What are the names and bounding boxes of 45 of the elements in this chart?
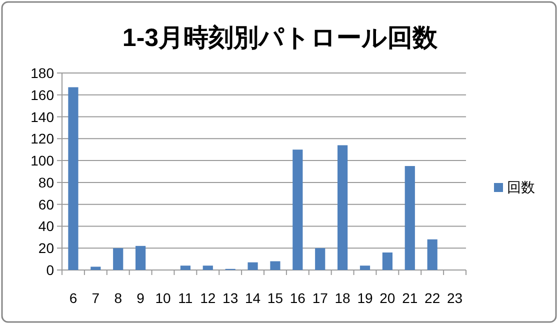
bar xyxy=(360,266,370,270)
x-tick-label: 18 xyxy=(334,290,351,306)
bar xyxy=(180,266,190,270)
bar xyxy=(68,87,78,270)
x-tick-label: 15 xyxy=(267,290,284,306)
x-tick-label: 23 xyxy=(446,290,463,306)
bar xyxy=(113,248,124,270)
x-tick-label: 11 xyxy=(178,290,193,306)
bar xyxy=(90,266,101,270)
x-tick-label: 10 xyxy=(155,290,171,306)
y-tick-label: 0 xyxy=(46,262,54,278)
x-tick-label: 16 xyxy=(290,290,306,306)
bar xyxy=(202,266,213,270)
bar xyxy=(315,248,326,270)
x-tick-label: 20 xyxy=(380,290,396,306)
y-tick-label: 100 xyxy=(30,152,54,169)
x-tick-label: 22 xyxy=(424,290,440,306)
bar xyxy=(136,246,146,270)
x-tick-label: 13 xyxy=(222,290,238,306)
bar xyxy=(338,145,348,270)
x-tick-label: 14 xyxy=(244,290,261,306)
x-tick-label: 7 xyxy=(92,290,100,306)
bar xyxy=(270,261,280,270)
y-tick-label: 160 xyxy=(30,86,54,103)
y-tick-label: 120 xyxy=(30,130,54,147)
x-tick-label: 8 xyxy=(114,290,122,306)
x-tick-label: 21 xyxy=(402,290,418,306)
chart-title: 1-3月時刻別パトロール回数 xyxy=(122,24,439,52)
bar xyxy=(248,262,258,270)
bar xyxy=(404,166,415,270)
x-tick-label: 19 xyxy=(357,290,373,306)
y-tick-label: 140 xyxy=(30,108,54,125)
bar xyxy=(292,150,303,270)
bar xyxy=(382,252,392,270)
x-tick-label: 17 xyxy=(312,290,328,306)
legend-label: 回数 xyxy=(507,179,535,195)
y-tick-label: 40 xyxy=(38,218,54,234)
x-tick-label: 6 xyxy=(69,290,78,306)
bar xyxy=(427,239,438,270)
y-tick-label: 80 xyxy=(38,174,54,190)
y-tick-label: 60 xyxy=(38,196,54,212)
x-tick-label: 12 xyxy=(200,290,216,306)
x-tick-label: 9 xyxy=(136,290,145,306)
y-tick-label: 20 xyxy=(38,240,54,256)
y-tick-label: 180 xyxy=(30,65,54,81)
